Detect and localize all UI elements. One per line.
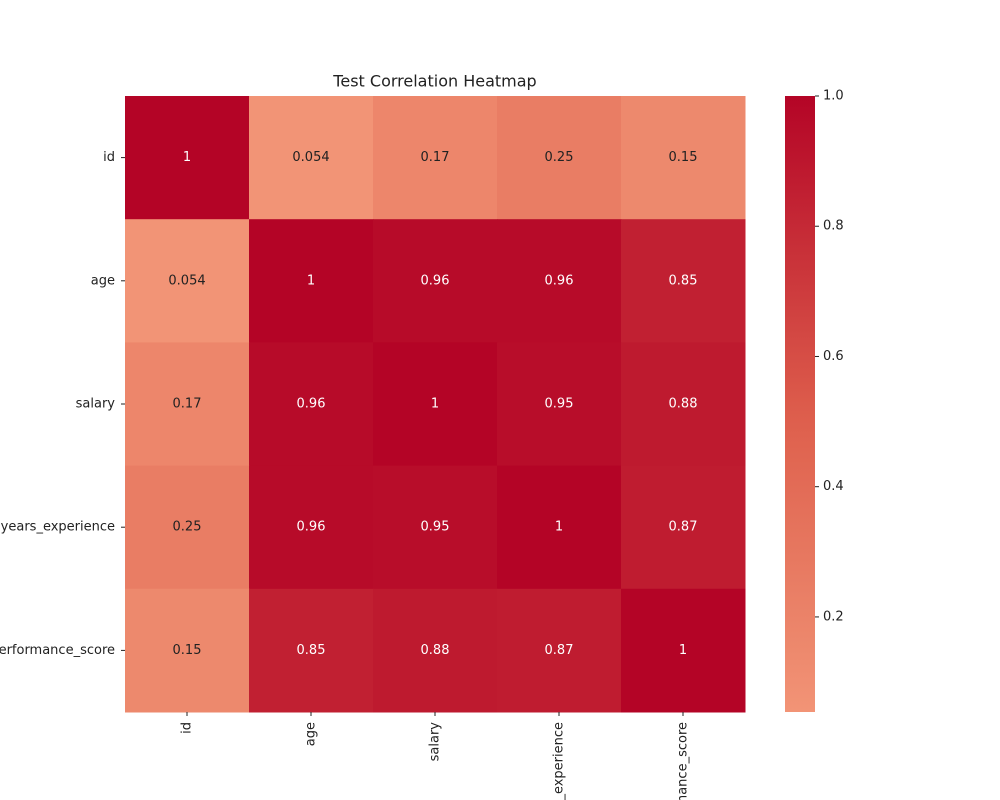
heatmap-cell [249, 465, 374, 590]
cell-label: 0.17 [173, 397, 202, 412]
cell-label: 1 [307, 273, 315, 288]
heatmap-cell [249, 96, 374, 220]
cell-label: 0.96 [545, 273, 574, 288]
heatmap-cell [497, 96, 622, 220]
x-tick-label: id [180, 722, 195, 734]
y-tick-label: performance_score [0, 643, 115, 658]
heatmap-cell [249, 588, 374, 713]
cell-label: 0.054 [292, 150, 329, 165]
heatmap-cell [125, 219, 250, 343]
colorbar-tick-label: 0.6 [823, 349, 844, 364]
cell-label: 0.96 [297, 520, 326, 535]
cell-label: 0.88 [669, 397, 698, 412]
cell-label: 1 [679, 643, 687, 658]
heatmap-cell [373, 465, 498, 590]
cell-label: 0.87 [545, 643, 574, 658]
chart-title: Test Correlation Heatmap [332, 72, 536, 91]
heatmap-cell [621, 465, 746, 590]
heatmap-cell [497, 588, 622, 713]
y-tick-label: years_experience [1, 520, 115, 535]
cell-label: 0.25 [173, 520, 202, 535]
cell-label: 0.95 [545, 397, 574, 412]
colorbar [785, 96, 815, 712]
heatmap-cell [497, 342, 622, 467]
cell-label: 0.054 [168, 273, 205, 288]
heatmap-cell [373, 219, 498, 343]
x-tick-label: salary [428, 722, 443, 762]
heatmap-cell [373, 342, 498, 467]
cell-label: 0.85 [297, 643, 326, 658]
cell-label: 0.96 [297, 397, 326, 412]
heatmap-cell [249, 342, 374, 467]
heatmap-cell [373, 96, 498, 220]
heatmap-cell [621, 219, 746, 343]
colorbar-tick-label: 0.2 [823, 609, 844, 624]
cell-label: 0.87 [669, 520, 698, 535]
y-tick-label: id [103, 150, 115, 165]
heatmap-cell [621, 96, 746, 220]
x-tick-label: age [304, 722, 319, 746]
cell-label: 1 [555, 520, 563, 535]
heatmap-cell [125, 465, 250, 590]
heatmap-cell [125, 588, 250, 713]
cell-label: 0.15 [173, 643, 202, 658]
cell-label: 1 [183, 150, 191, 165]
cell-label: 0.85 [669, 273, 698, 288]
x-tick-label: performance_score [676, 722, 691, 800]
heatmap-cell [125, 96, 250, 220]
heatmap-cell [621, 342, 746, 467]
colorbar-tick-label: 0.8 [823, 219, 844, 234]
cell-label: 0.25 [545, 150, 574, 165]
colorbar-tick-label: 1.0 [823, 89, 844, 104]
cell-label: 0.95 [421, 520, 450, 535]
heatmap-cell [249, 219, 374, 343]
heatmap-cell [125, 342, 250, 467]
heatmap-cell [621, 588, 746, 713]
cell-label: 0.88 [421, 643, 450, 658]
heatmap-cell [497, 465, 622, 590]
cell-label: 0.96 [421, 273, 450, 288]
x-tick-label: years_experience [552, 722, 567, 800]
heatmap-cell [497, 219, 622, 343]
colorbar-tick-label: 0.4 [823, 479, 844, 494]
cell-label: 0.15 [669, 150, 698, 165]
cell-label: 1 [431, 397, 439, 412]
y-tick-label: salary [76, 397, 116, 412]
y-tick-label: age [91, 273, 115, 288]
heatmap-cell [373, 588, 498, 713]
cell-label: 0.17 [421, 150, 450, 165]
